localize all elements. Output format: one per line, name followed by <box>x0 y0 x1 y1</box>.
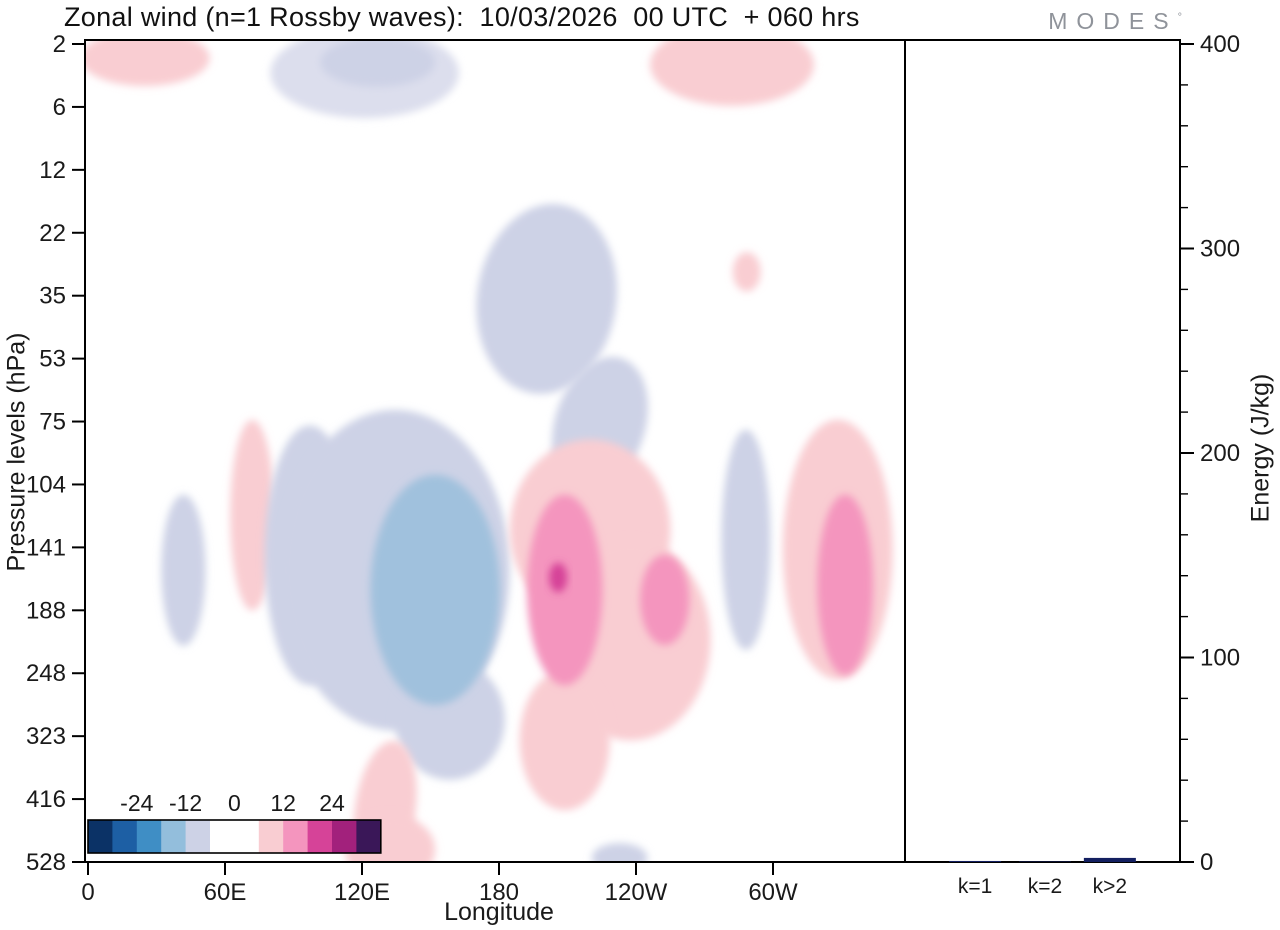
colorbar: -24 -12 0 12 24 <box>87 790 382 854</box>
colorbar-segment <box>112 820 138 853</box>
energy-tick-label: 400 <box>1200 31 1240 58</box>
contour-blob <box>721 429 771 650</box>
energy-tick-label: 200 <box>1200 440 1240 467</box>
pressure-tick-label: 528 <box>26 849 66 876</box>
colorbar-tick-label: 0 <box>228 790 241 816</box>
colorbar-segment <box>332 820 357 853</box>
colorbar-segment <box>136 820 162 853</box>
energy-bar <box>1083 857 1136 862</box>
colorbar-segment <box>234 820 260 853</box>
contour-blob <box>161 494 206 646</box>
pressure-tick-label: 12 <box>39 157 66 184</box>
wavenumber-label: k=1 <box>958 875 992 898</box>
plot-title: Zonal wind (n=1 Rossby waves): 10/03/202… <box>64 2 860 32</box>
contour-blob <box>549 562 568 593</box>
x-axis-label-longitude: Longitude <box>444 898 554 926</box>
pressure-tick-label: 53 <box>39 346 66 373</box>
longitude-tick-label: 0 <box>81 879 94 906</box>
colorbar-segment <box>307 820 333 853</box>
energy-bar <box>1018 861 1071 862</box>
wavenumber-label: k>2 <box>1093 875 1127 898</box>
pressure-tick-label: 75 <box>39 409 66 436</box>
contour-blob <box>591 843 648 861</box>
longitude-tick-label: 120E <box>334 879 390 906</box>
pressure-tick-label: 141 <box>26 534 66 561</box>
colorbar-segment <box>210 820 235 853</box>
modes-logo-text: MODES <box>1048 8 1178 34</box>
colorbar-segment <box>161 820 187 853</box>
longitude-tick-label: 120W <box>605 879 668 906</box>
colorbar-tick-label: 24 <box>319 790 345 816</box>
colorbar-tick-label: -12 <box>169 790 202 816</box>
longitude-tick-label: 180 <box>479 879 519 906</box>
colorbar-segment <box>356 820 382 853</box>
energy-tick-label: 100 <box>1200 645 1240 672</box>
pressure-tick-label: 2 <box>53 31 66 58</box>
pressure-tick-label: 22 <box>39 220 66 247</box>
modes-logo-degree-icon: ° <box>1177 11 1182 24</box>
contour-blob <box>230 419 275 611</box>
pressure-tick-label: 35 <box>39 283 66 310</box>
energy-tick-label: 0 <box>1200 849 1213 876</box>
colorbar-segment <box>185 820 211 853</box>
contour-blob <box>732 252 761 292</box>
pressure-tick-label: 188 <box>26 597 66 624</box>
modes-logo: MODES° <box>1048 8 1182 35</box>
colorbar-segment <box>88 820 113 853</box>
contour-blob <box>526 494 603 686</box>
contour-blob <box>86 41 210 87</box>
contour-blob <box>476 204 617 394</box>
longitude-tick-label: 60E <box>204 879 247 906</box>
energy-tick-label: 300 <box>1200 236 1240 263</box>
contour-blob <box>370 474 500 705</box>
wavenumber-label: k=2 <box>1028 875 1062 898</box>
contour-blob <box>817 494 874 676</box>
colorbar-tick-label: -24 <box>120 790 153 816</box>
pressure-tick-label: 323 <box>26 723 66 750</box>
contour-field <box>86 41 893 861</box>
colorbar-frame <box>87 819 382 854</box>
colorbar-segment <box>258 820 284 853</box>
pressure-tick-label: 6 <box>53 94 66 121</box>
colorbar-tick-label: 12 <box>270 790 296 816</box>
pressure-tick-label: 104 <box>26 471 66 498</box>
contour-blob <box>650 41 814 106</box>
contour-blob <box>519 670 610 811</box>
contour-blob <box>320 41 436 87</box>
bar-frame <box>904 39 1181 863</box>
contour-blob <box>640 554 690 645</box>
pressure-tick-label: 248 <box>26 660 66 687</box>
colorbar-segment <box>283 820 309 853</box>
longitude-tick-label: 60W <box>748 879 798 906</box>
pressure-tick-label: 416 <box>26 786 66 813</box>
energy-bar <box>949 860 1002 862</box>
